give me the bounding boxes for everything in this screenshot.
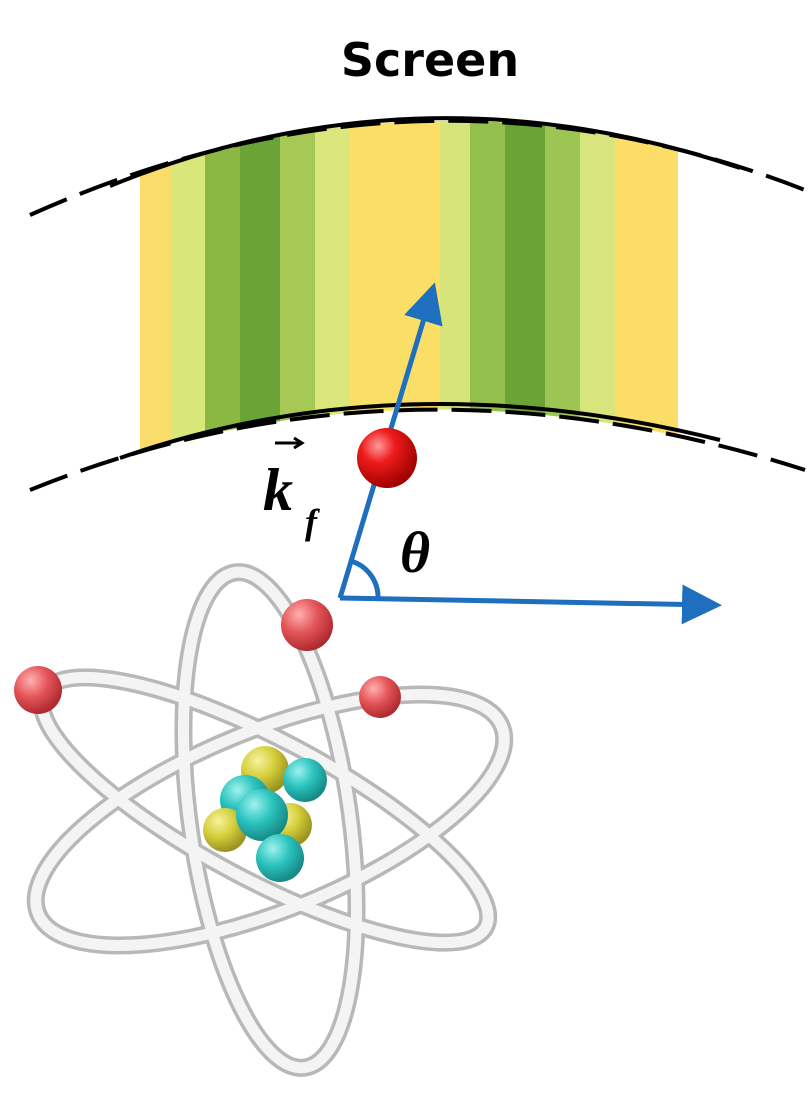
screen-arcs [29, 116, 806, 492]
electron [357, 428, 417, 488]
angle-label: θ [400, 520, 430, 585]
vector-subscript: f [305, 502, 320, 542]
atom [14, 563, 514, 1077]
vector-label: k [263, 457, 293, 523]
vector-arrow [275, 436, 305, 450]
screen-title: Screen [341, 33, 519, 87]
